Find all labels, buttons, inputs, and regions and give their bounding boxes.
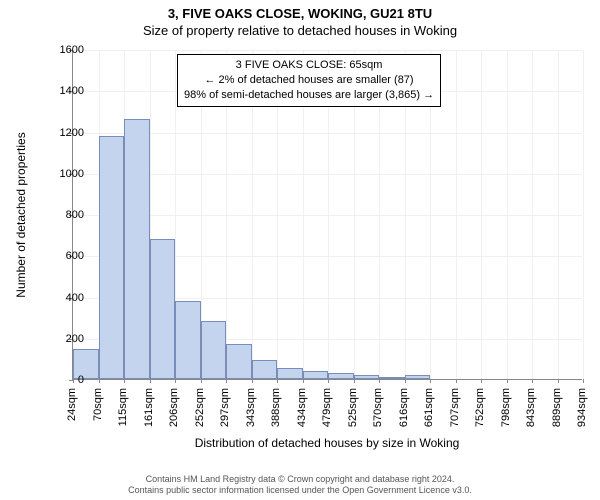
x-tick-label: 843sqm	[525, 388, 537, 427]
chart-plot-area: 3 FIVE OAKS CLOSE: 65sqm ← 2% of detache…	[72, 50, 582, 380]
histogram-bar	[328, 373, 354, 379]
x-tick-label: 161sqm	[143, 388, 155, 427]
x-tick-label: 206sqm	[168, 388, 180, 427]
y-tick-label: 200	[44, 333, 84, 345]
chart-footer: Contains HM Land Registry data © Crown c…	[0, 474, 600, 497]
histogram-bar	[405, 375, 431, 379]
y-tick-label: 1400	[44, 85, 84, 97]
footer-licence: Contains public sector information licen…	[0, 485, 600, 496]
chart-title-description: Size of property relative to detached ho…	[0, 21, 600, 38]
x-tick-label: 707sqm	[449, 388, 461, 427]
x-tick-label: 798sqm	[500, 388, 512, 427]
annotation-property: 3 FIVE OAKS CLOSE: 65sqm	[184, 58, 434, 73]
x-axis-label: Distribution of detached houses by size …	[72, 436, 582, 450]
x-tick-label: 889sqm	[551, 388, 563, 427]
y-tick-label: 1200	[44, 127, 84, 139]
footer-copyright: Contains HM Land Registry data © Crown c…	[0, 474, 600, 485]
histogram-bar	[252, 360, 278, 379]
y-tick-label: 1600	[44, 44, 84, 56]
y-tick-label: 600	[44, 250, 84, 262]
y-tick-label: 0	[44, 374, 84, 386]
y-tick-label: 1000	[44, 168, 84, 180]
histogram-bar	[379, 377, 405, 379]
x-tick-label: 70sqm	[92, 388, 104, 421]
x-tick-label: 570sqm	[372, 388, 384, 427]
x-tick-label: 661sqm	[423, 388, 435, 427]
x-tick-label: 343sqm	[245, 388, 257, 427]
y-tick-label: 400	[44, 292, 84, 304]
histogram-bar	[354, 375, 380, 379]
histogram-bar	[201, 321, 227, 379]
x-tick-label: 115sqm	[117, 388, 129, 426]
histogram-bar	[99, 136, 125, 379]
x-tick-label: 752sqm	[474, 388, 486, 427]
x-tick-label: 479sqm	[321, 388, 333, 427]
histogram-bar	[277, 368, 303, 379]
x-tick-label: 24sqm	[66, 388, 78, 421]
histogram-bar	[150, 239, 176, 379]
y-axis-label: Number of detached properties	[14, 132, 28, 297]
x-tick-label: 934sqm	[576, 388, 588, 427]
x-tick-label: 297sqm	[219, 388, 231, 427]
histogram-bar	[226, 344, 252, 379]
x-tick-label: 434sqm	[296, 388, 308, 427]
histogram-bar	[124, 119, 150, 379]
annotation-smaller: ← 2% of detached houses are smaller (87)	[184, 73, 434, 88]
x-tick-label: 525sqm	[347, 388, 359, 427]
chart-title-address: 3, FIVE OAKS CLOSE, WOKING, GU21 8TU	[0, 0, 600, 21]
histogram-bar	[175, 301, 201, 379]
y-tick-label: 800	[44, 209, 84, 221]
histogram-bar	[303, 371, 329, 379]
x-tick-label: 616sqm	[398, 388, 410, 427]
annotation-larger: 98% of semi-detached houses are larger (…	[184, 88, 434, 103]
x-tick-label: 388sqm	[270, 388, 282, 427]
x-tick-label: 252sqm	[194, 388, 206, 427]
chart-annotation-box: 3 FIVE OAKS CLOSE: 65sqm ← 2% of detache…	[177, 54, 441, 107]
